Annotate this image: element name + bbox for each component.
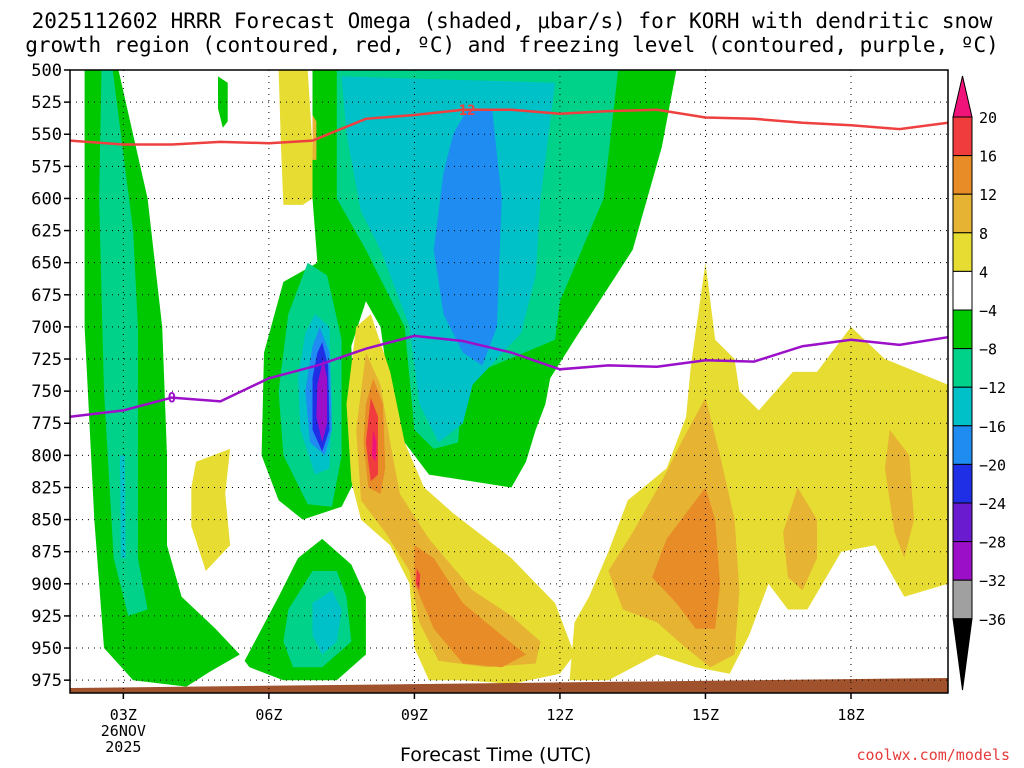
x-tick-label: 03Z (110, 706, 137, 724)
y-tick-label: 700 (31, 318, 62, 338)
x-axis-label: Forecast Time (UTC) (400, 744, 592, 766)
omega-region-4 (218, 76, 228, 128)
y-tick-label: 750 (31, 382, 62, 402)
y-tick-label: 925 (31, 607, 62, 627)
colorbar-segment (952, 116, 973, 157)
omega-region-2 (99, 70, 148, 616)
gridlines (70, 69, 948, 693)
y-tick-label: 800 (31, 446, 62, 466)
x-tick-date-label: 26NOV (101, 722, 146, 740)
y-tick-label: 600 (31, 189, 62, 209)
colorbar-label: 4 (979, 263, 988, 281)
omega-region-8 (433, 108, 502, 366)
y-tick-label: 500 (31, 61, 62, 81)
y-axis-ticks: 500 525 550 575 600 625 650 675 700 725 750 775 800 8… (31, 61, 70, 691)
colorbar-segment (952, 193, 973, 234)
omega-region-13 (316, 359, 328, 443)
omega-region-20 (346, 314, 575, 684)
plot-frame (69, 69, 949, 694)
x-tick-label: 12Z (546, 706, 573, 724)
x-tick-date-label: 2025 (105, 738, 141, 756)
colorbar-label: −8 (979, 341, 997, 359)
y-tick-label: 625 (31, 222, 62, 242)
colorbar-segment (952, 270, 973, 311)
x-tick-label: 06Z (255, 706, 282, 724)
colorbar-label: 8 (979, 225, 988, 243)
omega-shading (84, 70, 948, 687)
y-tick-label: 875 (31, 543, 62, 563)
y-tick-label: 550 (31, 125, 62, 145)
y-tick-label: 575 (31, 157, 62, 177)
colorbar-segment (952, 502, 973, 543)
freezing-level-line (69, 334, 949, 419)
colorbar-label: −24 (979, 495, 1006, 513)
colorbar-segment (952, 579, 973, 620)
omega-region-3 (120, 455, 126, 559)
colorbar-label: 12 (979, 186, 997, 204)
colorbar-top-arrow (952, 75, 973, 118)
colorbar-label: −32 (979, 572, 1006, 590)
y-tick-label: 775 (31, 414, 62, 434)
colorbar: 20 16 12 8 4 −4 −8 −12 −16 −20 −24 −28 −32 −36 (952, 75, 1006, 691)
y-tick-label: 675 (31, 286, 62, 306)
y-tick-label: 825 (31, 478, 62, 498)
terrain (70, 678, 948, 693)
colorbar-label: 16 (979, 148, 997, 166)
colorbar-segment (952, 386, 973, 427)
y-tick-label: 650 (31, 254, 62, 274)
credit-link[interactable]: coolwx.com/models (856, 746, 1010, 764)
omega-region-18 (312, 115, 317, 160)
omega-region-17 (278, 70, 313, 205)
colorbar-label: −16 (979, 418, 1006, 436)
omega-region-29 (652, 487, 720, 629)
chart-title-line-1: 2025112602 HRRR Forecast Omega (shaded, … (31, 9, 993, 33)
y-tick-label: 975 (31, 671, 62, 691)
y-tick-label: 525 (31, 93, 62, 113)
dendritic-minus12-line (69, 108, 949, 146)
colorbar-segment (952, 155, 973, 195)
colorbar-label: −20 (979, 456, 1006, 474)
isotherm-contours: -12 0 (69, 103, 949, 419)
contour-label: 0 (168, 391, 176, 407)
colorbar-segment (952, 425, 973, 465)
omega-region-31 (884, 429, 914, 559)
omega-region-30 (783, 487, 817, 591)
terrain-surface (70, 678, 948, 693)
y-tick-label: 950 (31, 639, 62, 659)
colorbar-segment (952, 232, 973, 272)
colorbar-label: −28 (979, 534, 1006, 552)
contour-label: -12 (450, 103, 475, 119)
omega-region-25 (371, 429, 377, 462)
plot-border (69, 69, 949, 694)
y-tick-label: 900 (31, 575, 62, 595)
omega-region-23 (414, 545, 526, 668)
colorbar-segment (952, 463, 973, 504)
colorbar-label: −12 (979, 379, 1006, 397)
colorbar-label: −36 (979, 611, 1006, 629)
colorbar-bottom-arrow (952, 618, 973, 691)
y-tick-label: 850 (31, 511, 62, 531)
colorbar-segment (952, 309, 973, 350)
colorbar-label: 20 (979, 109, 997, 127)
x-tick-label: 15Z (692, 706, 719, 724)
omega-region-19 (191, 448, 231, 571)
x-tick-label: 09Z (401, 706, 428, 724)
colorbar-label: −4 (979, 302, 997, 320)
y-tick-label: 725 (31, 350, 62, 370)
omega-region-16 (312, 590, 342, 655)
colorbar-segment (952, 541, 973, 581)
x-tick-label: 18Z (837, 706, 864, 724)
chart-title-line-2: growth region (contoured, red, ºC) and f… (25, 33, 999, 57)
colorbar-segment (952, 348, 973, 388)
omega-region-26 (415, 568, 421, 591)
